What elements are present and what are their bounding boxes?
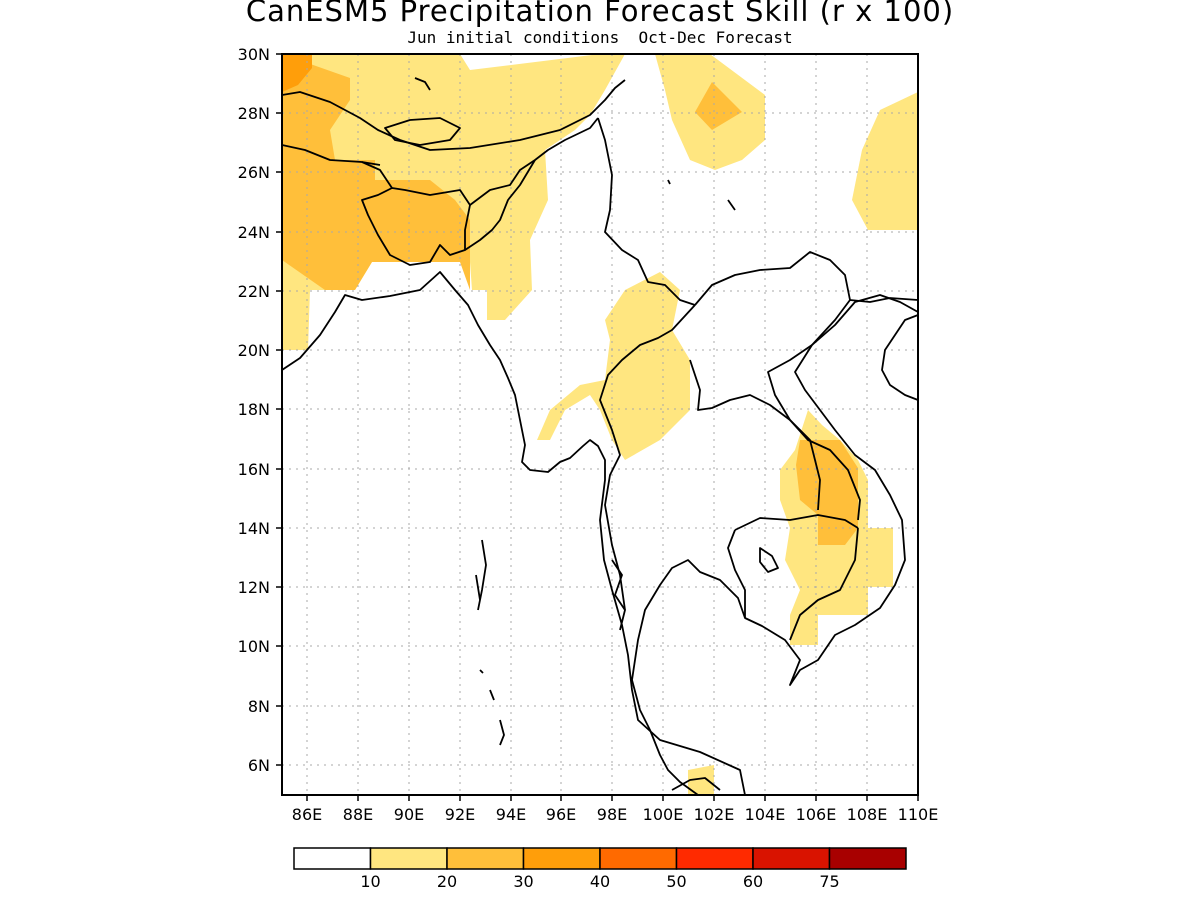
island-small-4 [414, 77, 431, 91]
colorbar-cell [369, 847, 448, 870]
map-frame [281, 53, 919, 796]
tonle-sap [759, 547, 779, 573]
map-gridlines [282, 54, 918, 795]
colorbar-label: 10 [360, 872, 380, 891]
colorbar-label: 75 [819, 872, 839, 891]
lon-label: 88E [343, 805, 373, 824]
shade-thai-yellow [537, 272, 690, 460]
lon-label: 96E [546, 805, 576, 824]
colorbar-label: 40 [590, 872, 610, 891]
lat-label: 10N [238, 637, 270, 656]
colorbar-cell [446, 847, 525, 870]
lon-label: 92E [445, 805, 475, 824]
map-title: CanESM5 Precipitation Forecast Skill (r … [245, 0, 955, 28]
axis-ticks [276, 53, 919, 801]
island-small-1 [479, 669, 484, 674]
colorbar-label: 20 [437, 872, 457, 891]
shade-north-center-orange [695, 82, 742, 130]
lon-label: 90E [394, 805, 424, 824]
coastlines-borders [282, 79, 918, 795]
lat-label: 26N [238, 163, 270, 182]
lon-label: 86E [292, 805, 322, 824]
colorbar-label: 30 [513, 872, 533, 891]
coastline-main [282, 271, 746, 795]
border-india-nepal [282, 144, 381, 166]
lon-label: 108E [847, 805, 888, 824]
coastline-north-vietnam [881, 314, 918, 401]
shade-south-yellow [688, 765, 714, 795]
colorbar-cell [522, 847, 601, 870]
colorbar-cell [599, 847, 678, 870]
lon-label: 94E [496, 805, 526, 824]
mergui-islands [611, 559, 626, 631]
colorbar [293, 847, 907, 870]
lon-label: 110E [898, 805, 939, 824]
border-myanmar-china [597, 117, 696, 306]
lon-labels: 86E 88E 90E 92E 94E 96E 98E 100E 102E 10… [292, 805, 939, 824]
andaman-islands [475, 539, 487, 611]
map-subtitle: Jun initial conditions Oct-Dec Forecast [407, 28, 793, 47]
border-laos-vietnam [767, 344, 861, 521]
colorbar-cell [752, 847, 831, 870]
lat-label: 30N [238, 45, 270, 64]
lat-labels: 30N 28N 26N 24N 22N 20N 18N 16N 14N 12N … [238, 45, 270, 775]
border-laos-thailand [689, 359, 821, 511]
shade-west-dark-orange [282, 54, 312, 92]
island-small-3 [667, 179, 671, 185]
lon-label: 106E [796, 805, 837, 824]
islands [414, 77, 736, 746]
colorbar-label: 60 [743, 872, 763, 891]
colorbar-label: 50 [666, 872, 686, 891]
nicobar-islands [489, 689, 505, 746]
lat-label: 12N [238, 578, 270, 597]
colorbar-cell [293, 847, 372, 870]
lat-label: 8N [248, 697, 270, 716]
lon-label: 100E [643, 805, 684, 824]
border-bhutan [384, 117, 461, 146]
lon-label: 104E [745, 805, 786, 824]
colorbar-cell [675, 847, 754, 870]
border-thai-cambodia [734, 514, 859, 531]
lat-label: 14N [238, 519, 270, 538]
lat-label: 24N [238, 223, 270, 242]
coastline-gulf-thailand [631, 294, 918, 795]
lat-label: 20N [238, 341, 270, 360]
border-cambodia-vietnam [789, 527, 859, 641]
lat-label: 6N [248, 756, 270, 775]
colorbar-labels: 10 20 30 40 50 60 75 [360, 872, 839, 891]
lat-label: 18N [238, 400, 270, 419]
border-bangladesh [361, 161, 471, 266]
border-laos-north [694, 251, 851, 346]
colorbar-cell [828, 847, 907, 870]
lon-label: 98E [597, 805, 627, 824]
shade-east-yellow [852, 92, 918, 230]
border-thai-cambodia-west [727, 529, 746, 618]
lat-label: 28N [238, 104, 270, 123]
lon-label: 102E [694, 805, 735, 824]
lat-label: 22N [238, 282, 270, 301]
lat-label: 16N [238, 460, 270, 479]
border-india-myanmar [464, 159, 536, 251]
border-malay [671, 777, 721, 791]
shade-west-orange [282, 54, 470, 290]
island-small-2 [727, 199, 736, 211]
border-vietnam-china [849, 297, 918, 303]
border-nepal-china [282, 79, 626, 151]
border-myanmar-thailand [599, 304, 696, 611]
